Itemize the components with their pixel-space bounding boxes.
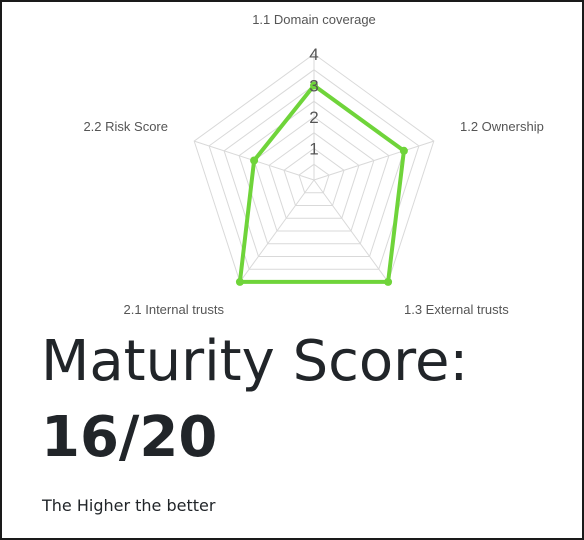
grid-ring bbox=[238, 100, 390, 245]
maturity-score-title: Maturity Score: bbox=[41, 329, 469, 394]
radar-spoke bbox=[313, 140, 434, 181]
radar-chart: 1 2 3 4 1.1 Domain coverage 1.2 Ownership 1.3… bbox=[83, 12, 543, 317]
data-point[interactable] bbox=[310, 81, 318, 90]
grid-ring bbox=[283, 147, 345, 206]
radial-tick-label: 1 bbox=[309, 140, 318, 159]
grid-ring bbox=[268, 132, 360, 219]
radar-axis-label: 2.1 Internal trusts bbox=[124, 302, 225, 317]
radar-axis-label: 2.2 Risk Score bbox=[83, 119, 168, 134]
radial-tick-label: 2 bbox=[309, 108, 318, 127]
radar-series bbox=[235, 81, 408, 286]
radar-spoke bbox=[313, 179, 389, 283]
grid-ring bbox=[208, 69, 420, 270]
data-point[interactable] bbox=[399, 146, 408, 155]
grid-ring bbox=[253, 116, 375, 232]
maturity-score-value: 16/20 bbox=[41, 405, 218, 470]
radar-axis-label: 1.1 Domain coverage bbox=[252, 12, 376, 27]
radial-tick-label: 3 bbox=[309, 77, 318, 96]
grid-ring bbox=[298, 163, 330, 194]
data-point[interactable] bbox=[250, 156, 259, 165]
radar-ticks: 1 2 3 4 bbox=[309, 45, 318, 159]
radial-tick-label: 4 bbox=[309, 45, 318, 64]
data-point[interactable] bbox=[384, 277, 393, 286]
score-hint-text: The Higher the better bbox=[42, 496, 216, 515]
series-polygon bbox=[237, 83, 406, 284]
radar-axis-labels: 1.1 Domain coverage 1.2 Ownership 1.3 Exte… bbox=[83, 12, 543, 317]
radar-axis-label: 1.2 Ownership bbox=[460, 119, 544, 134]
radar-axis-label: 1.3 External trusts bbox=[404, 302, 509, 317]
data-point[interactable] bbox=[235, 277, 244, 286]
radar-spoke bbox=[239, 179, 315, 283]
